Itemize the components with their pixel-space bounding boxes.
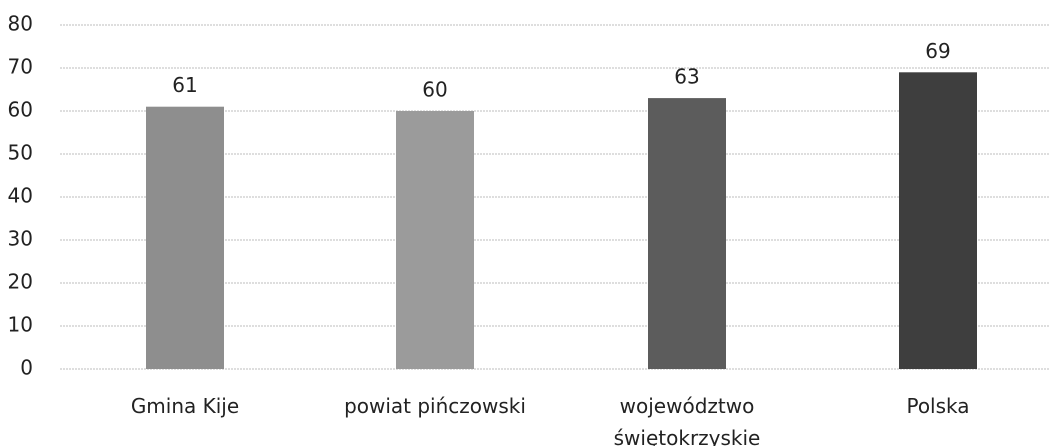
y-tick-label: 40 — [8, 184, 33, 208]
bar — [899, 72, 977, 370]
data-label: 61 — [172, 73, 197, 97]
bar — [648, 98, 726, 369]
y-tick-label: 60 — [8, 98, 33, 122]
y-tick-label: 0 — [20, 356, 33, 380]
data-label: 60 — [422, 78, 447, 102]
data-label: 63 — [674, 65, 699, 89]
x-tick-label: Polska — [906, 394, 970, 418]
data-label: 69 — [925, 39, 950, 63]
bar — [396, 111, 474, 369]
bar — [146, 106, 224, 369]
y-tick-label: 20 — [8, 270, 33, 294]
x-tick-label: Gmina Kije — [130, 394, 240, 418]
x-tick-label: województwo świętokrzyskie — [613, 394, 761, 446]
y-tick-label: 10 — [8, 313, 33, 337]
y-tick-label: 50 — [8, 141, 33, 165]
y-tick-label: 80 — [8, 12, 33, 36]
y-tick-label: 70 — [8, 55, 33, 79]
x-tick-label: powiat pińczowski — [344, 394, 526, 418]
y-tick-label: 30 — [8, 227, 33, 251]
